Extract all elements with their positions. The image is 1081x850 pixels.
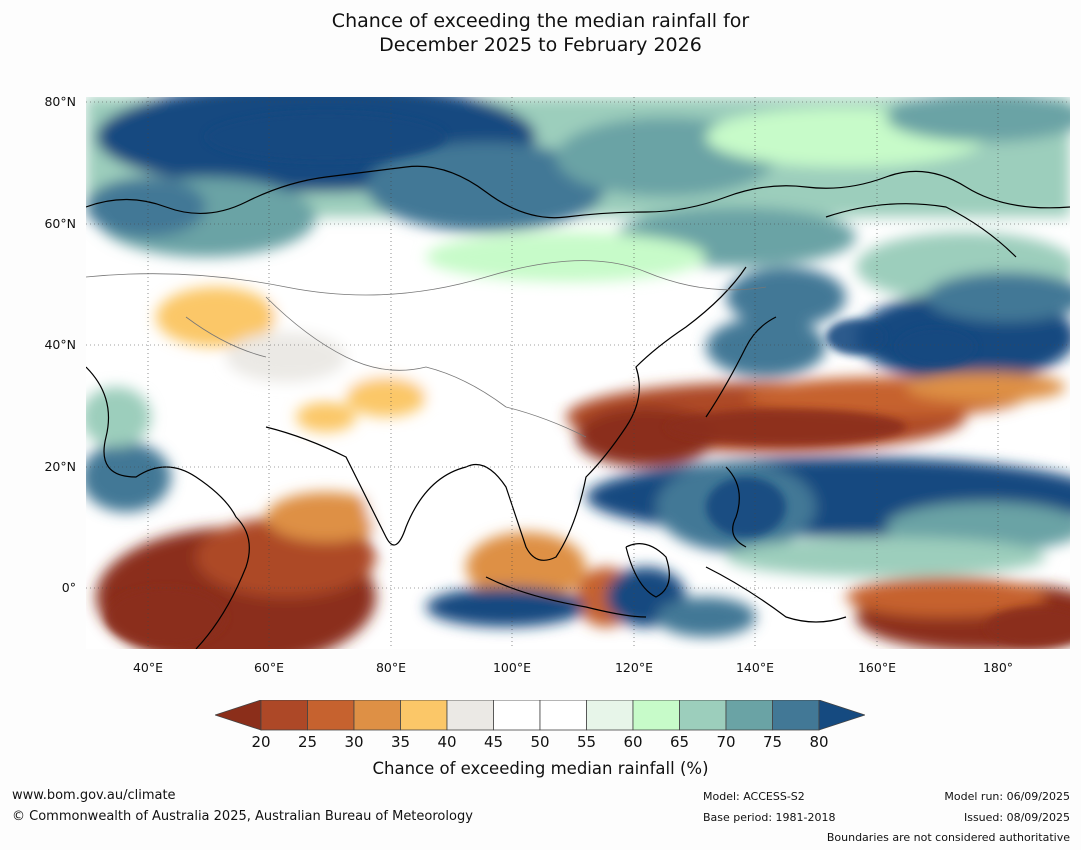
- rainfall-map-svg: [86, 97, 1070, 649]
- colorbar-tick-label: 75: [762, 733, 783, 751]
- colorbar-segment: [260, 700, 308, 731]
- colorbar-tick-label: 25: [297, 733, 318, 751]
- colorbar-tick-label: 40: [437, 733, 457, 751]
- colorbar-extend-low: [215, 700, 262, 731]
- lon-label-60e: 60°E: [253, 660, 285, 675]
- lon-label-100e: 100°E: [492, 660, 531, 675]
- colorbar-tick-label: 35: [390, 733, 411, 751]
- colorbar-segment: [772, 700, 820, 731]
- colorbar-tick-label: 50: [530, 733, 550, 751]
- lon-label-80e: 80°E: [375, 660, 407, 675]
- footer-copyright: © Commonwealth of Australia 2025, Austra…: [12, 809, 473, 824]
- coastlines: [86, 165, 1070, 649]
- lat-label-0: 0°: [61, 580, 76, 595]
- rainfall-map: [86, 97, 1070, 649]
- map-title: Chance of exceeding the median rainfall …: [0, 9, 1081, 57]
- probability-field-detail: [106, 112, 1070, 647]
- colorbar-tick-label: 60: [623, 733, 643, 751]
- colorbar-segment: [679, 700, 727, 731]
- colorbar-tick-label: 80: [809, 733, 829, 751]
- lon-label-140e: 140°E: [735, 660, 774, 675]
- lon-label-120e: 120°E: [614, 660, 653, 675]
- footer-model-run: Model run: 06/09/2025: [944, 790, 1070, 803]
- footer-disclaimer: Boundaries are not considered authoritat…: [826, 831, 1070, 844]
- colorbar-tick-label: 20: [251, 733, 271, 751]
- country-boundaries: [86, 260, 767, 438]
- colorbar-label: Chance of exceeding median rainfall (%): [372, 759, 709, 778]
- lon-label-160e: 160°E: [857, 660, 896, 675]
- title-line-1: Chance of exceeding the median rainfall …: [331, 10, 750, 32]
- gridlines: [86, 97, 1070, 649]
- colorbar-segment: [446, 700, 494, 731]
- footer-issued: Issued: 08/09/2025: [963, 811, 1070, 824]
- colorbar-segment: [725, 700, 773, 731]
- colorbar-segment: [353, 700, 401, 731]
- lat-label-80n: 80°N: [44, 94, 76, 109]
- colorbar-segment: [632, 700, 680, 731]
- colorbar-tick-label: 30: [344, 733, 364, 751]
- colorbar-segment: [400, 700, 448, 731]
- lon-label-40e: 40°E: [132, 660, 164, 675]
- lat-label-40n: 40°N: [44, 337, 76, 352]
- colorbar-tick-label: 45: [483, 733, 504, 751]
- colorbar-tick-label: 70: [716, 733, 736, 751]
- colorbar: [215, 700, 865, 731]
- colorbar-segment: [586, 700, 634, 731]
- colorbar-tick-label: 65: [669, 733, 690, 751]
- colorbar-segment: [539, 700, 587, 731]
- lat-label-60n: 60°N: [44, 216, 76, 231]
- title-line-2: December 2025 to February 2026: [379, 34, 702, 56]
- colorbar-segment: [307, 700, 355, 731]
- lat-label-20n: 20°N: [44, 459, 76, 474]
- footer-website: www.bom.gov.au/climate: [12, 788, 176, 803]
- colorbar-segments: [215, 700, 865, 731]
- colorbar-extend-high: [818, 700, 865, 731]
- footer-base-period: Base period: 1981-2018: [703, 811, 836, 824]
- colorbar-tick-label: 55: [576, 733, 597, 751]
- footer-model: Model: ACCESS-S2: [703, 790, 805, 803]
- lon-label-180: 180°: [982, 660, 1014, 675]
- colorbar-segment: [493, 700, 541, 731]
